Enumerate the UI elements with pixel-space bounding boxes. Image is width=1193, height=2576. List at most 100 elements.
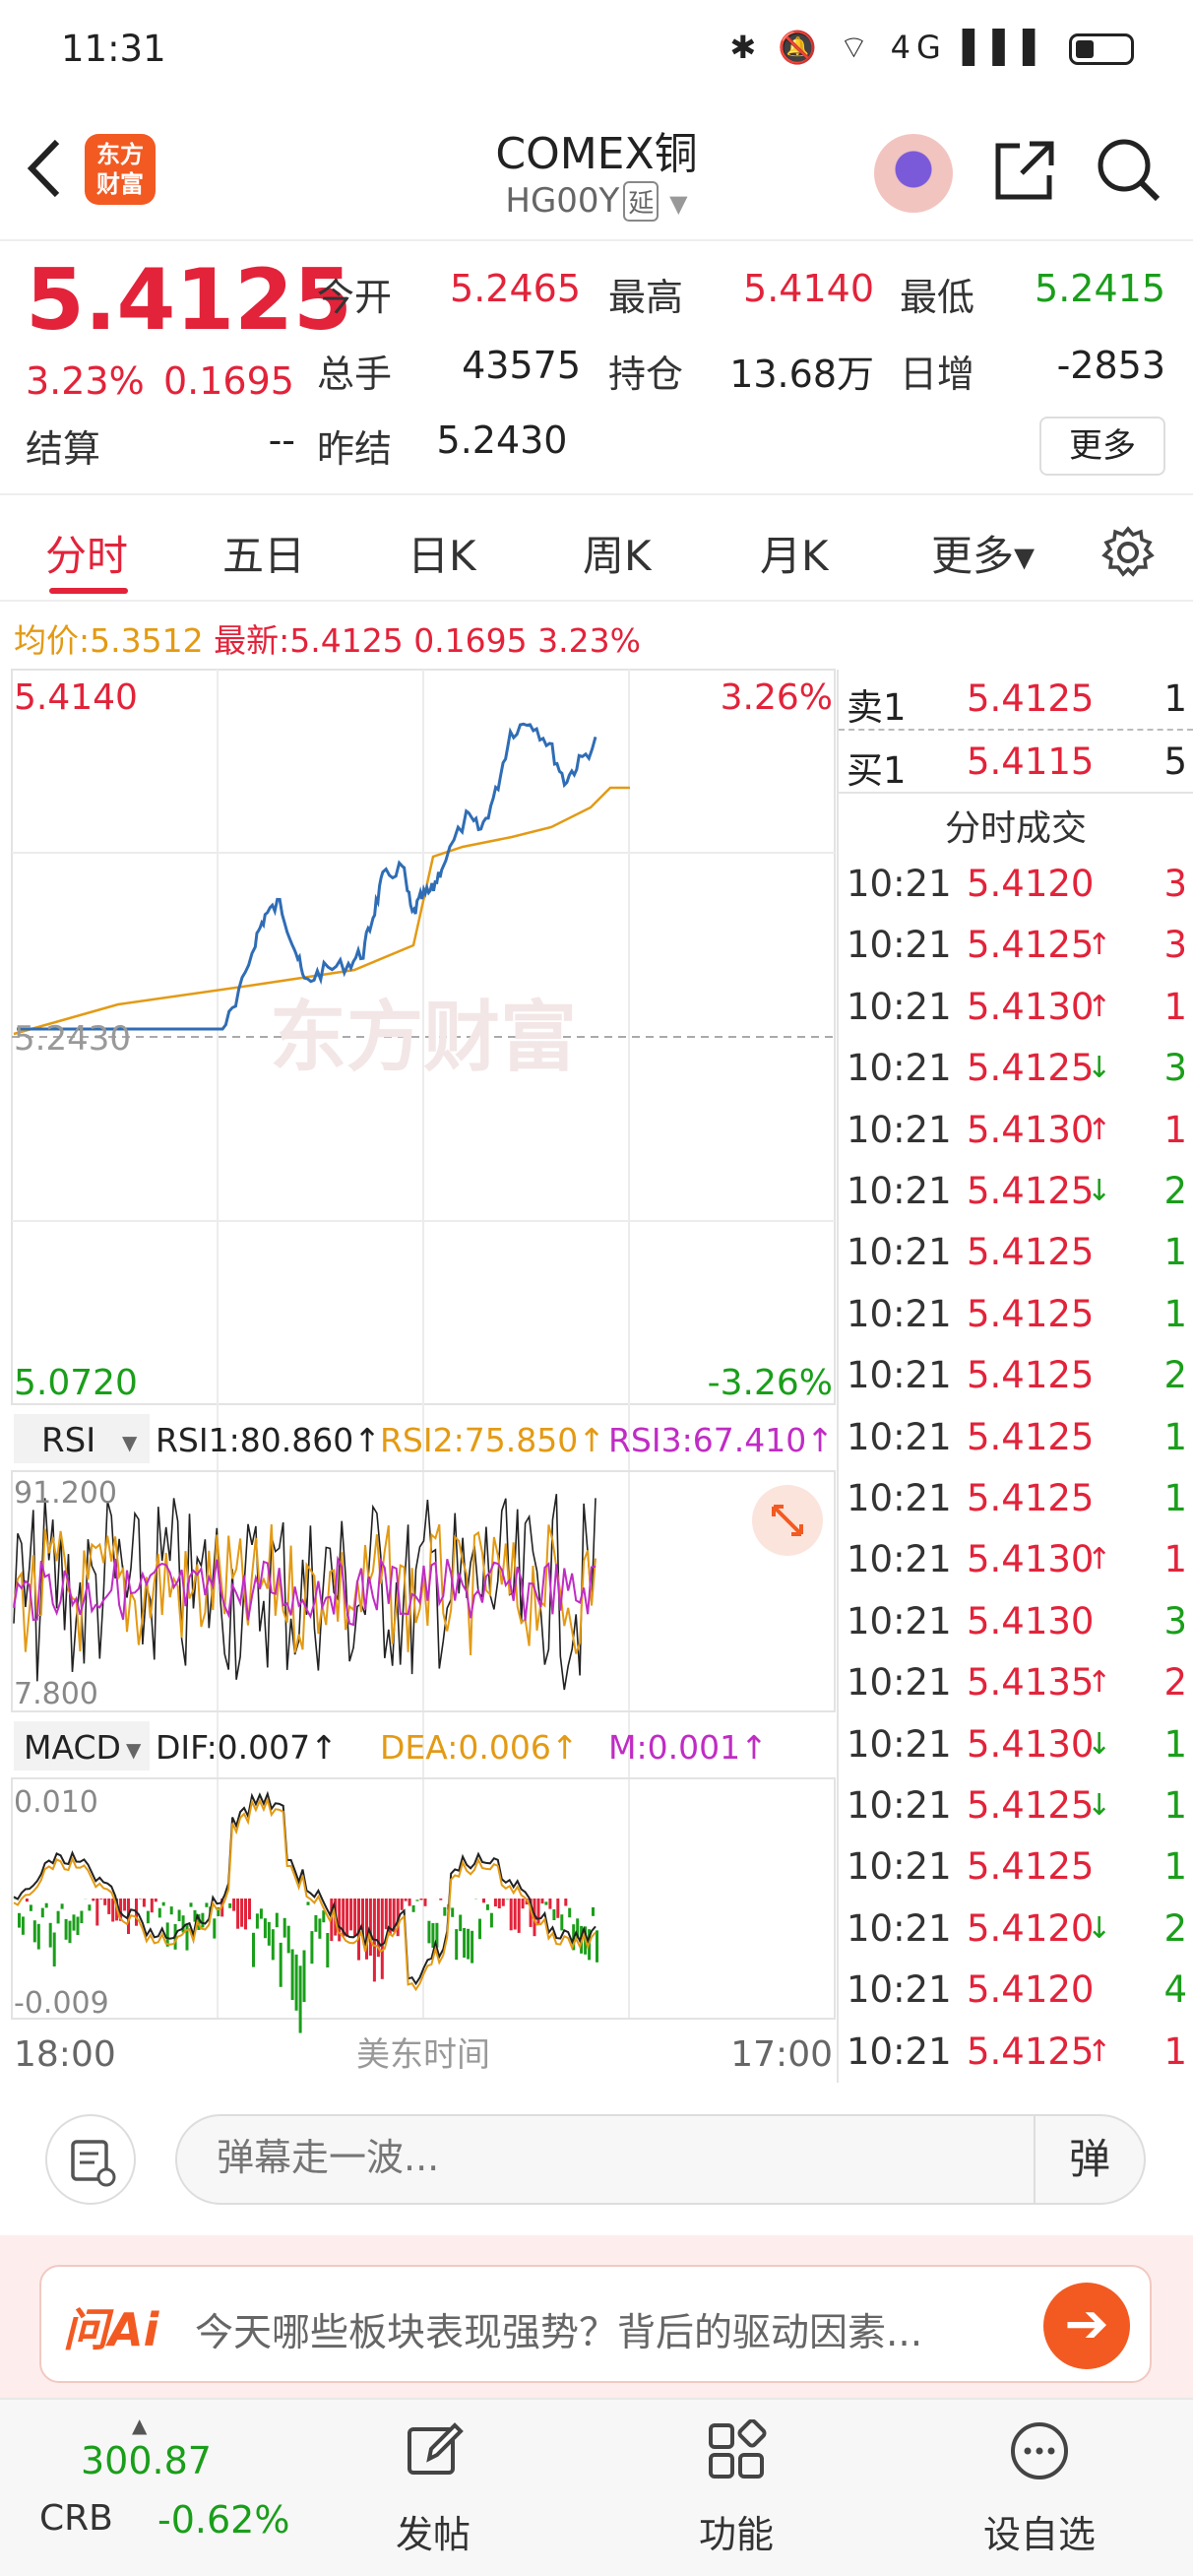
tab-weekly-k[interactable]: 周K xyxy=(583,532,652,580)
macd-bar xyxy=(165,1922,169,1947)
trade-volume: 2 xyxy=(1163,1661,1187,1705)
macd-bar xyxy=(493,1899,497,1907)
trades-list[interactable]: 10:21 5.4120 3 10:21 5.4125 ↑ 3 10:21 5.4130 ↑ 1 10… xyxy=(839,855,1193,2083)
rsi3-line xyxy=(13,1555,596,1627)
trade-row: 10:21 5.4125 ↑ 3 xyxy=(839,916,1193,977)
comment-input-box[interactable]: 弹 xyxy=(175,2114,1146,2205)
trade-direction-icon: ↓ xyxy=(1087,1051,1112,1086)
macd-bar xyxy=(388,1899,392,1936)
instrument-code-text: HG00Y xyxy=(505,181,620,221)
bottom-nav: ▲ 300.87 CRB -0.62% 发帖 功能 设自选 xyxy=(0,2398,1193,2576)
macd-bar xyxy=(64,1918,68,1940)
macd-bar xyxy=(111,1899,115,1922)
macd-bar xyxy=(32,1920,36,1943)
more-circle-icon xyxy=(1011,2422,1068,2479)
rsi-selector[interactable] xyxy=(14,1414,150,1463)
tab-more[interactable]: 更多▾ xyxy=(931,532,1036,580)
macd-bar xyxy=(275,1912,279,1928)
more-button[interactable]: 更多 xyxy=(1039,417,1165,476)
macd-bar xyxy=(338,1899,342,1942)
trades-separator xyxy=(839,792,1193,794)
ask-row[interactable]: 卖1 5.4125 1 xyxy=(839,670,1193,731)
macd-bar xyxy=(353,1899,357,1936)
back-arrow-icon[interactable] xyxy=(22,134,71,203)
macd-bar xyxy=(419,1899,423,1900)
share-icon[interactable] xyxy=(990,136,1059,205)
trade-price: 5.4120 xyxy=(967,1968,1095,2012)
macd-bar xyxy=(44,1902,48,1908)
nav-add-watchlist-label: 设自选 xyxy=(982,2513,1096,2556)
nav-post[interactable]: 发帖 xyxy=(354,2419,512,2558)
macd-bar xyxy=(283,1917,286,1938)
low-label: 最低 xyxy=(900,276,975,319)
tab-five-day[interactable]: 五日 xyxy=(222,532,306,580)
trade-time: 10:21 xyxy=(847,1845,952,1889)
macd-bar xyxy=(443,1906,447,1916)
main-chart-grid xyxy=(12,670,835,2019)
macd-bar xyxy=(459,1914,463,1931)
macd-bar xyxy=(306,1901,310,1905)
expand-icon[interactable] xyxy=(752,1485,823,1556)
macd-bar xyxy=(451,1907,455,1917)
macd-bar xyxy=(181,1915,185,1933)
trade-volume: 3 xyxy=(1163,1599,1187,1642)
latest-value: 5.4125 xyxy=(289,621,404,660)
ai-assistant-avatar[interactable] xyxy=(874,134,953,213)
macd-bar xyxy=(392,1899,396,1933)
change-percent: 3.23% xyxy=(26,359,145,403)
macd-bar xyxy=(342,1899,345,1937)
trade-time: 10:21 xyxy=(847,863,952,905)
status-bar: 11:31 ✱ 🔕 ⌔ 4G ▌▌▌ xyxy=(0,0,1193,98)
low-value: 5.2415 xyxy=(1035,267,1165,310)
trade-direction-icon: ↑ xyxy=(1087,928,1112,963)
macd-bar xyxy=(411,1904,415,1912)
trade-price: 5.4125 xyxy=(967,1477,1095,1519)
comment-input[interactable] xyxy=(217,2136,1004,2179)
trade-row: 10:21 5.4120 4 xyxy=(839,1961,1193,2022)
macd-selector[interactable] xyxy=(14,1721,150,1771)
rsi2-value: RSI2:75.850↑ xyxy=(380,1421,605,1459)
tab-intraday[interactable]: 分时 xyxy=(45,532,129,580)
search-icon[interactable] xyxy=(1095,136,1163,205)
avg-price-bar: 均价:5.3512 最新:5.4125 0.1695 3.23% xyxy=(14,614,641,662)
danmu-toggle-button[interactable]: 弹 xyxy=(1034,2116,1144,2203)
instrument-code[interactable]: HG00Y 延 ▼ xyxy=(0,181,1193,222)
macd-bar xyxy=(596,1930,598,1963)
orderbook-divider xyxy=(837,670,839,2083)
trade-direction-icon: ↓ xyxy=(1087,1726,1112,1762)
tab-monthly-k[interactable]: 月K xyxy=(760,532,829,580)
ai-ask-box[interactable]: 问Ai 今天哪些板块表现强势？背后的驱动因素... ➔ xyxy=(39,2265,1152,2383)
note-icon[interactable] xyxy=(45,2114,136,2205)
trade-volume: 1 xyxy=(1163,985,1187,1028)
rsi-panel-frame xyxy=(11,1470,836,1712)
nav-functions[interactable]: 功能 xyxy=(658,2418,815,2558)
ask-price: 5.4125 xyxy=(967,677,1095,720)
rsi3-value: RSI3:67.410↑ xyxy=(608,1421,834,1459)
trade-row: 10:21 5.4125 ↓ 1 xyxy=(839,1776,1193,1837)
trade-time: 10:21 xyxy=(847,1108,952,1151)
macd-bar xyxy=(552,1909,556,1920)
trade-time: 10:21 xyxy=(847,1599,952,1642)
trade-volume: 1 xyxy=(1163,1538,1187,1581)
ai-send-arrow-icon[interactable]: ➔ xyxy=(1043,2283,1130,2369)
macd-bar xyxy=(286,1925,290,1954)
settle-value: -- xyxy=(268,419,295,462)
macd-bar xyxy=(544,1901,548,1905)
macd-bar xyxy=(423,1899,427,1906)
intraday-chart-area[interactable]: 东方财富 5.4140 3.26% 5.2430 5.0720 -3.26% R… xyxy=(0,0,839,2083)
trade-row: 10:21 5.4125 1 xyxy=(839,1469,1193,1530)
caret-up-icon: ▲ xyxy=(132,2414,148,2437)
macd-bar xyxy=(439,1899,443,1900)
trade-row: 10:21 5.4135 ↑ 2 xyxy=(839,1653,1193,1714)
gear-icon[interactable] xyxy=(1100,525,1156,580)
nav-add-watchlist[interactable]: 设自选 xyxy=(961,2419,1118,2558)
macd-bar xyxy=(513,1899,517,1930)
macd-y-top: 0.010 xyxy=(14,1785,98,1820)
tab-daily-k[interactable]: 日K xyxy=(408,532,476,580)
bid-row[interactable]: 买1 5.4115 5 xyxy=(839,733,1193,794)
macd-bar xyxy=(157,1907,161,1918)
volume-label: 总手 xyxy=(317,353,393,396)
open-interest-value: 13.68万 xyxy=(729,353,874,396)
trade-row: 10:21 5.4125 1 xyxy=(839,1285,1193,1346)
brand-logo[interactable]: 东方 财富 xyxy=(85,134,156,205)
